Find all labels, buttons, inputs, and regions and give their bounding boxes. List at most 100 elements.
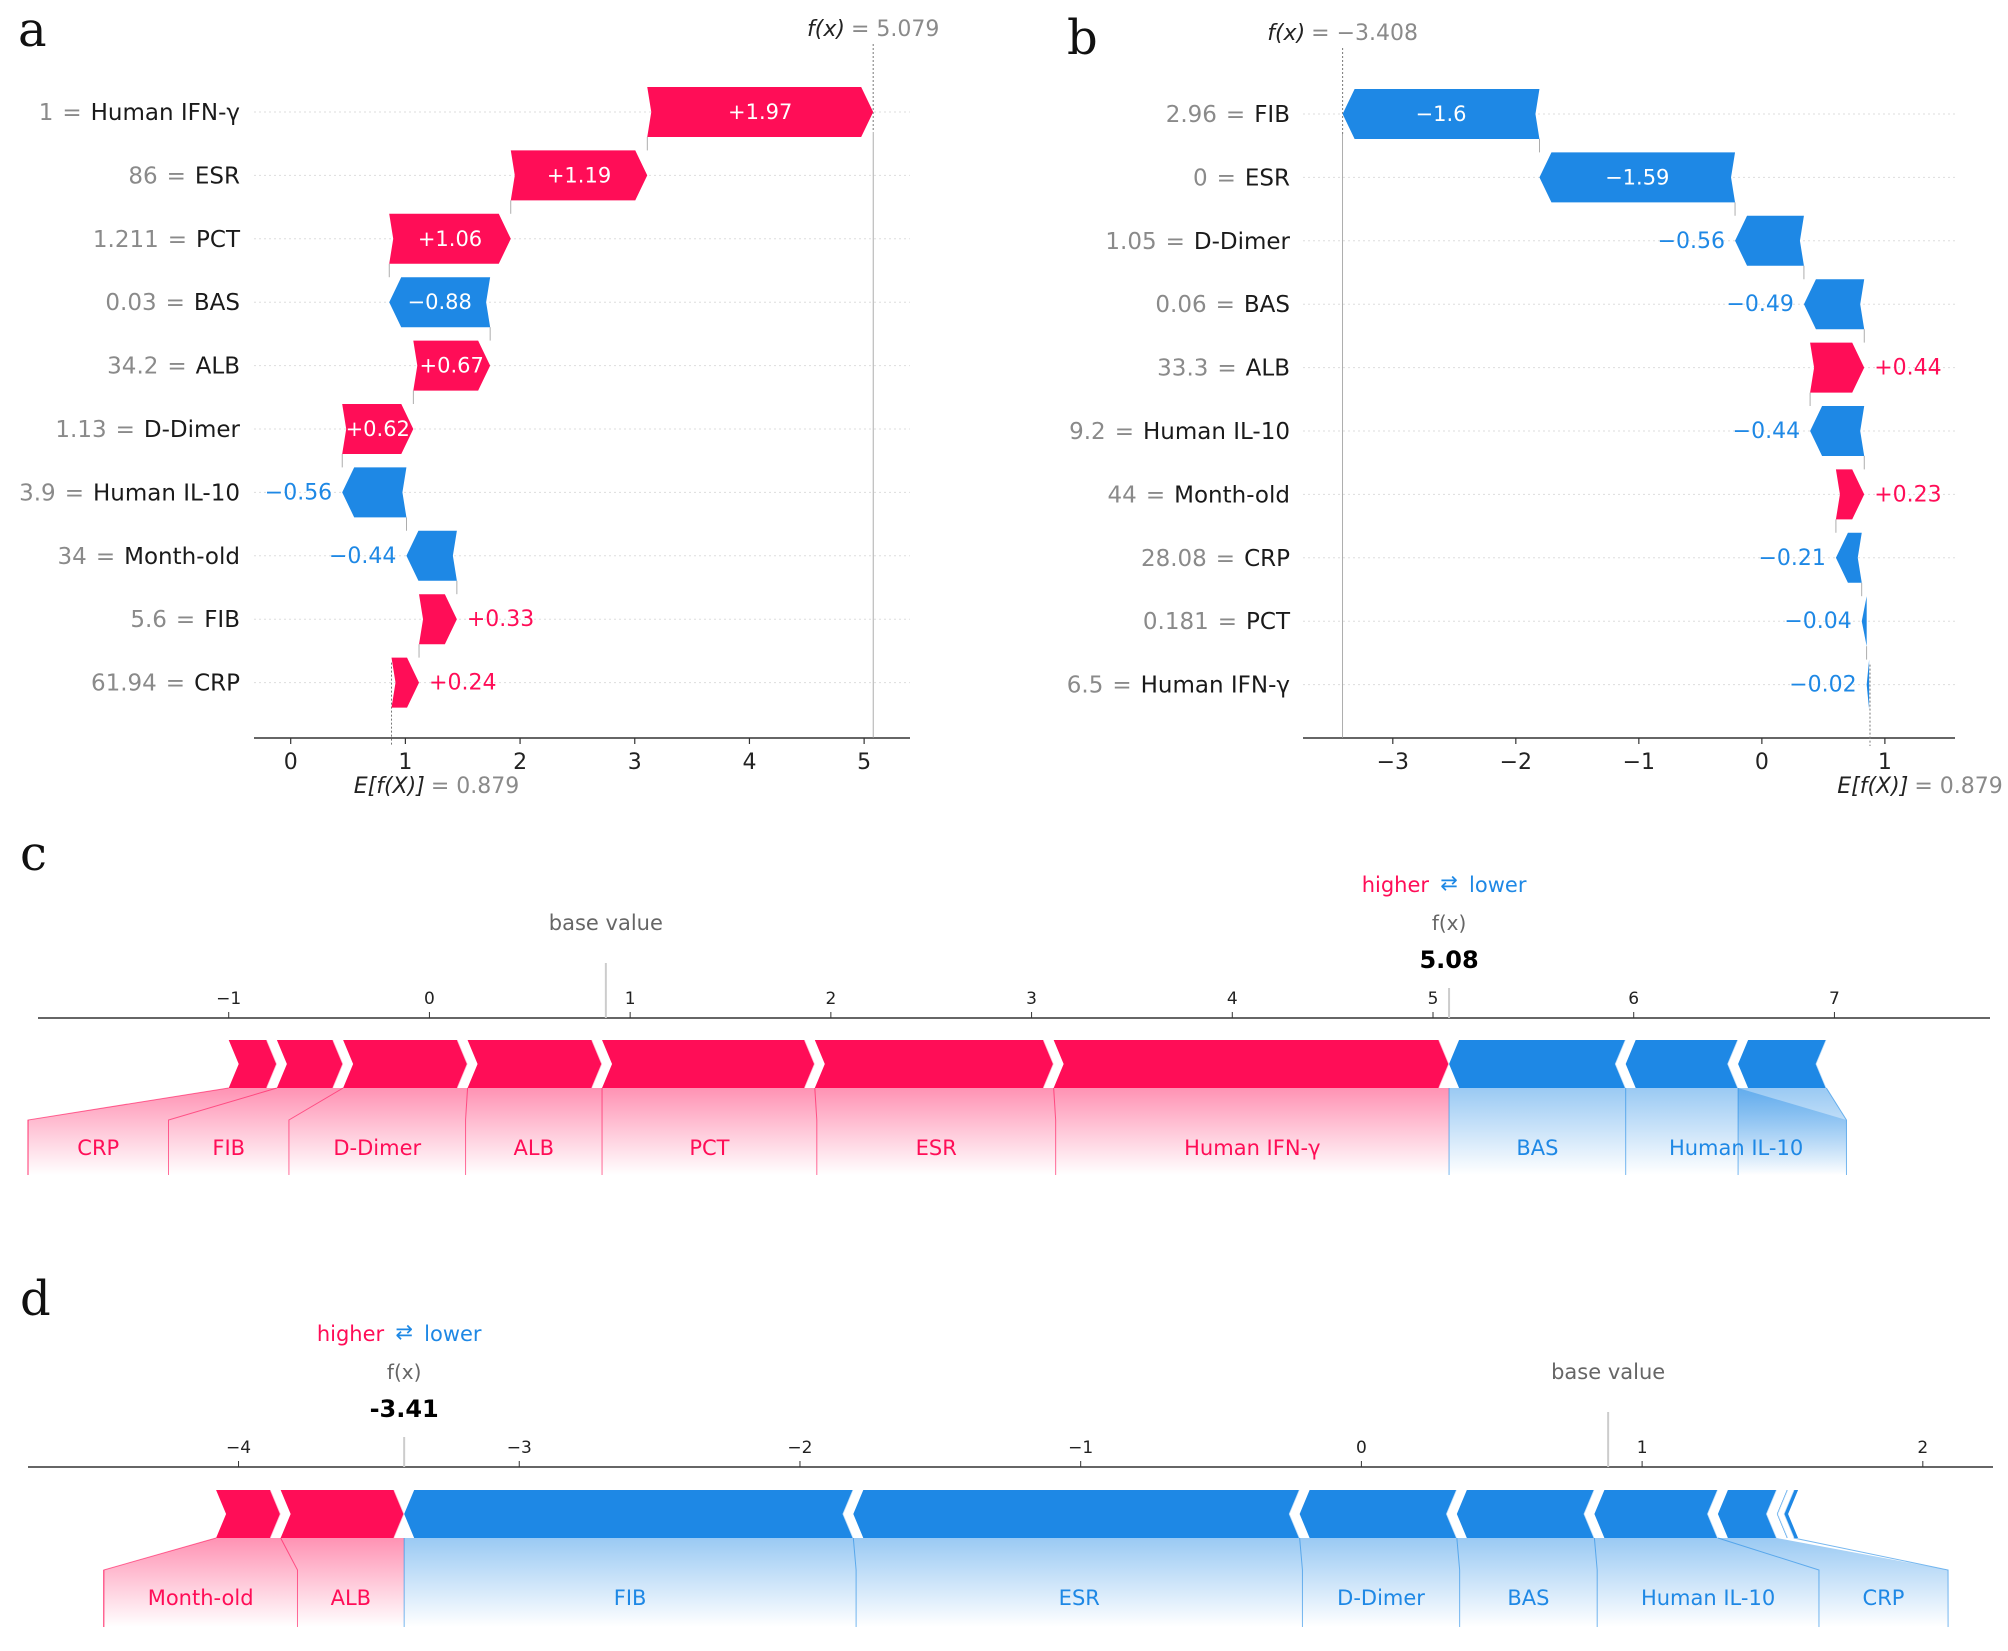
fx-annotation-label: f(x) [807,17,845,42]
feature-value: 61.94 [91,671,157,697]
force-feature-label: Human IFN-γ [1184,1136,1320,1160]
bar-value-label: +1.97 [728,100,792,124]
fx-value: -3.41 [370,1395,439,1423]
feature-value: 0.06 [1155,292,1206,318]
expected-value-label: E[f(X)] [1837,774,1908,799]
force-tick-label: 7 [1829,989,1840,1009]
waterfall-bar [342,404,414,454]
bar-value-label: +0.62 [346,417,410,441]
force-segment [228,1040,277,1088]
force-feature-label: Month-old [148,1586,254,1610]
feature-name: FIB [1254,102,1290,128]
waterfall-bar [510,150,648,201]
feature-name: PCT [1246,609,1291,635]
feature-label: 28.08 = CRP [1141,546,1290,572]
force-segment-edge [1777,1489,1789,1539]
x-tick-label: 3 [628,750,642,775]
feature-label: 5.6 = FIB [130,607,240,633]
force-label-area [465,1088,603,1175]
force-tick-label: 0 [1356,1438,1367,1458]
feature-name: ALB [1246,356,1290,382]
feature-value: 0.03 [105,290,156,316]
feature-value: 44 [1108,482,1137,508]
force-tick-label: 2 [825,989,836,1009]
force-tick-label: 5 [1428,989,1439,1009]
feature-equals: = [62,100,81,126]
bar-value-label: −0.04 [1784,609,1851,634]
force-label-area [814,1088,1056,1175]
force-feature-label: ESR [1059,1586,1100,1610]
force-label-guide [1456,1537,1461,1627]
feature-value: 0.181 [1143,609,1209,635]
force-segment [276,1040,344,1088]
force-tick-label: 6 [1628,989,1639,1009]
feature-label: 1.05 = D-Dimer [1105,229,1290,255]
force-label-area [103,1538,298,1627]
feature-equals: = [166,290,185,316]
force-segment [814,1040,1054,1088]
base-value-label: base value [549,911,663,935]
force-segment-edge [1707,1489,1719,1539]
force-feature-label: ESR [916,1136,957,1160]
force-tick-label: −4 [226,1438,251,1458]
force-label-area [1738,1088,1847,1175]
waterfall-bar [1342,89,1540,139]
feature-equals: = [168,227,187,253]
legend-higher: higher [317,1322,385,1346]
force-feature-label: CRP [1863,1586,1905,1610]
force-label-area [280,1538,405,1627]
fx-annotation-value: = −3.408 [1311,21,1418,46]
feature-name: D-Dimer [144,417,241,443]
force-feature-label: D-Dimer [333,1136,421,1160]
force-label-area [1299,1538,1460,1627]
feature-name: CRP [194,671,240,697]
force-tick-label: 4 [1227,989,1238,1009]
feature-label: 33.3 = ALB [1157,356,1290,382]
feature-equals: = [1166,229,1185,255]
force-label-guide [280,1537,298,1627]
waterfall-bar [1803,279,1865,330]
force-label-area [853,1538,1303,1627]
waterfall-bar [647,87,874,137]
force-label-area [404,1538,857,1627]
feature-equals: = [1217,356,1236,382]
force-segment [602,1040,815,1088]
force-segment [343,1040,468,1088]
feature-value: 86 [128,163,157,189]
feature-label: 3.9 = Human IL-10 [19,480,240,506]
fx-label: f(x) [1432,911,1466,935]
force-feature-label: D-Dimer [1337,1586,1425,1610]
legend-higher: higher [1362,873,1430,897]
feature-label: 0 = ESR [1193,165,1290,191]
force-segment [467,1040,603,1088]
feature-name: CRP [1244,546,1290,572]
force-segment-edge [804,1039,816,1089]
feature-label: 1 = Human IFN-γ [39,100,240,126]
force-label-area [1456,1538,1598,1627]
bar-value-label: +1.19 [547,163,611,187]
force-segment-edge [1614,1039,1627,1089]
expected-value-number: = 0.879 [1914,774,2002,799]
x-tick-label: 4 [742,750,756,775]
force-segment [404,1490,854,1538]
legend-lower: lower [1469,873,1527,897]
feature-equals: = [1217,165,1236,191]
feature-name: Human IFN-γ [91,100,240,126]
force-label-area [1717,1538,1949,1627]
force-feature-label: ALB [514,1136,554,1160]
feature-value: 33.3 [1157,356,1208,382]
feature-label: 6.5 = Human IFN-γ [1067,673,1290,699]
expected-value-label: E[f(X)] [354,774,425,799]
feature-label: 1.211 = PCT [93,227,241,253]
x-tick-label: 1 [398,750,412,775]
legend-arrows-icon: ⇄ [1440,871,1458,895]
force-tick-label: −3 [507,1438,532,1458]
x-tick-label: 2 [513,750,527,775]
force-segment [1717,1490,1777,1538]
expected-value-annotation: E[f(X)] = 0.879 [1837,774,2002,799]
feature-equals: = [1115,419,1134,445]
feature-equals: = [166,671,185,697]
bar-value-label: +0.24 [429,671,496,696]
